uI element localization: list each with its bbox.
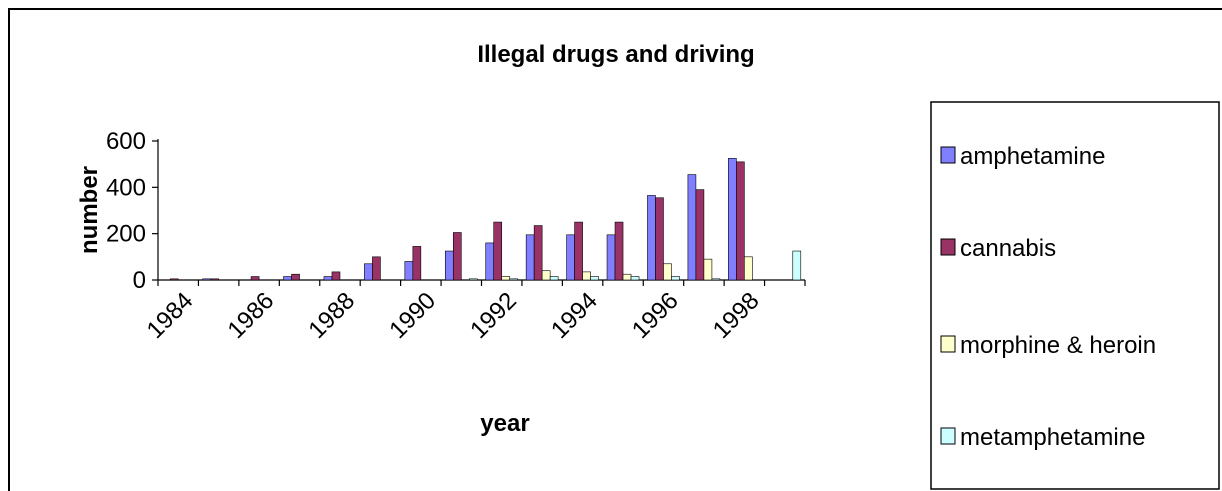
bar-amphetamine bbox=[444, 250, 454, 281]
chart-title: Illegal drugs and driving bbox=[477, 41, 754, 68]
bar-cannabis bbox=[250, 276, 260, 281]
y-tick-label: 400 bbox=[106, 174, 146, 201]
bar-morphine-heroin bbox=[541, 270, 551, 281]
bar-morphine-heroin bbox=[622, 273, 632, 281]
y-tick-label: 600 bbox=[106, 128, 146, 155]
bar-metamphetamine bbox=[509, 278, 519, 281]
bar-amphetamine bbox=[283, 276, 292, 281]
y-tick-label: 0 bbox=[133, 267, 146, 294]
bar-amphetamine bbox=[647, 195, 656, 281]
bar-cannabis bbox=[574, 221, 583, 281]
bar-morphine-heroin bbox=[582, 271, 591, 281]
bar-cannabis bbox=[614, 221, 624, 281]
y-axis-title: number bbox=[76, 166, 103, 254]
legend-label: amphetamine bbox=[960, 143, 1105, 170]
bar-amphetamine bbox=[728, 158, 737, 281]
bar-cannabis bbox=[736, 161, 745, 281]
bar-cannabis bbox=[452, 232, 462, 281]
legend-box bbox=[930, 101, 1220, 490]
bar-amphetamine bbox=[323, 276, 333, 281]
bar-metamphetamine bbox=[711, 278, 721, 281]
legend-label: cannabis bbox=[960, 235, 1056, 262]
x-axis-title: year bbox=[480, 410, 529, 437]
bar-metamphetamine bbox=[630, 276, 640, 281]
bar-cannabis bbox=[372, 256, 381, 281]
bar-metamphetamine bbox=[590, 276, 599, 281]
bar-amphetamine bbox=[485, 242, 495, 281]
bar-cannabis bbox=[291, 273, 300, 281]
bar-morphine-heroin bbox=[501, 276, 511, 281]
bar-cannabis bbox=[412, 246, 422, 281]
bar-cannabis bbox=[331, 271, 341, 281]
bar-cannabis bbox=[169, 278, 179, 281]
bar-amphetamine bbox=[202, 278, 211, 281]
legend-swatch bbox=[940, 146, 956, 164]
bar-amphetamine bbox=[364, 263, 373, 281]
bar-morphine-heroin bbox=[703, 258, 713, 281]
bar-amphetamine bbox=[525, 234, 535, 281]
y-tick-label: 200 bbox=[106, 221, 146, 248]
bar-cannabis bbox=[210, 278, 219, 281]
legend-swatch bbox=[940, 335, 956, 353]
bar-metamphetamine bbox=[671, 276, 680, 281]
bar-amphetamine bbox=[404, 261, 414, 281]
bar-morphine-heroin bbox=[663, 263, 672, 281]
legend-label: morphine & heroin bbox=[960, 332, 1156, 359]
legend-swatch bbox=[940, 427, 956, 445]
legend-swatch bbox=[940, 238, 956, 256]
bar-cannabis bbox=[655, 197, 664, 281]
bar-amphetamine bbox=[566, 234, 575, 281]
bar-cannabis bbox=[695, 189, 705, 281]
bar-cannabis bbox=[533, 225, 543, 281]
bar-morphine-heroin bbox=[744, 256, 753, 281]
bar-metamphetamine bbox=[792, 250, 802, 281]
bar-amphetamine bbox=[606, 234, 616, 281]
legend-label: metamphetamine bbox=[960, 424, 1145, 451]
bar-metamphetamine bbox=[468, 278, 478, 281]
bar-cannabis bbox=[493, 221, 503, 281]
y-axis: 0 200 400 600 bbox=[106, 128, 159, 294]
bar-amphetamine bbox=[687, 174, 697, 281]
bar-metamphetamine bbox=[549, 276, 559, 281]
bars bbox=[169, 158, 802, 281]
legend: amphetamine cannabis morphine & heroin meta… bbox=[930, 101, 1220, 490]
